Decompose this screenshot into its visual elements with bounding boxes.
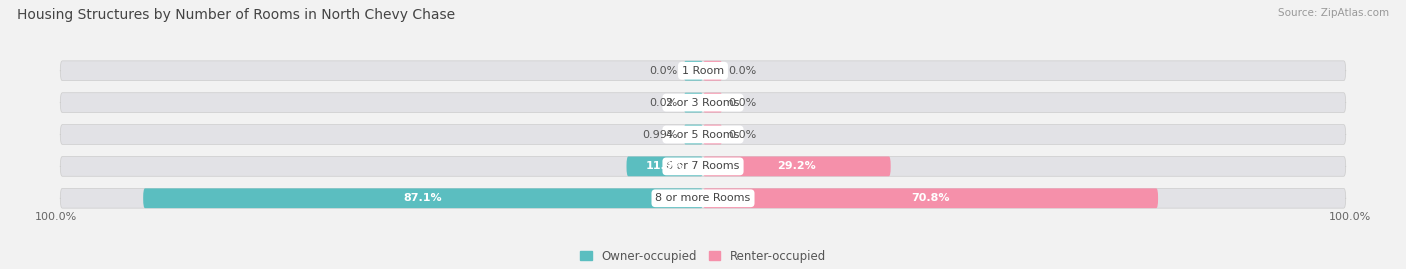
FancyBboxPatch shape xyxy=(703,93,723,112)
Text: 0.0%: 0.0% xyxy=(728,66,756,76)
FancyBboxPatch shape xyxy=(60,125,1346,144)
Text: 100.0%: 100.0% xyxy=(1329,212,1371,222)
FancyBboxPatch shape xyxy=(60,61,1346,81)
Text: 2 or 3 Rooms: 2 or 3 Rooms xyxy=(666,98,740,108)
Text: 87.1%: 87.1% xyxy=(404,193,443,203)
FancyBboxPatch shape xyxy=(683,93,703,112)
FancyBboxPatch shape xyxy=(60,93,1346,112)
Legend: Owner-occupied, Renter-occupied: Owner-occupied, Renter-occupied xyxy=(579,250,827,263)
Text: Source: ZipAtlas.com: Source: ZipAtlas.com xyxy=(1278,8,1389,18)
FancyBboxPatch shape xyxy=(703,157,890,176)
FancyBboxPatch shape xyxy=(703,188,1159,208)
Text: 0.0%: 0.0% xyxy=(650,66,678,76)
Text: 0.0%: 0.0% xyxy=(728,98,756,108)
Text: 8 or more Rooms: 8 or more Rooms xyxy=(655,193,751,203)
Text: 11.9%: 11.9% xyxy=(645,161,685,171)
FancyBboxPatch shape xyxy=(703,61,723,81)
Text: 4 or 5 Rooms: 4 or 5 Rooms xyxy=(666,129,740,140)
FancyBboxPatch shape xyxy=(683,125,703,144)
FancyBboxPatch shape xyxy=(627,157,703,176)
Text: 0.0%: 0.0% xyxy=(650,98,678,108)
FancyBboxPatch shape xyxy=(60,157,1346,176)
Text: 100.0%: 100.0% xyxy=(35,212,77,222)
FancyBboxPatch shape xyxy=(683,61,703,81)
Text: 0.0%: 0.0% xyxy=(728,129,756,140)
Text: 29.2%: 29.2% xyxy=(778,161,817,171)
Text: 0.99%: 0.99% xyxy=(641,129,678,140)
Text: Housing Structures by Number of Rooms in North Chevy Chase: Housing Structures by Number of Rooms in… xyxy=(17,8,456,22)
Text: 6 or 7 Rooms: 6 or 7 Rooms xyxy=(666,161,740,171)
Text: 70.8%: 70.8% xyxy=(911,193,950,203)
Text: 1 Room: 1 Room xyxy=(682,66,724,76)
FancyBboxPatch shape xyxy=(703,125,723,144)
FancyBboxPatch shape xyxy=(143,188,703,208)
FancyBboxPatch shape xyxy=(60,188,1346,208)
